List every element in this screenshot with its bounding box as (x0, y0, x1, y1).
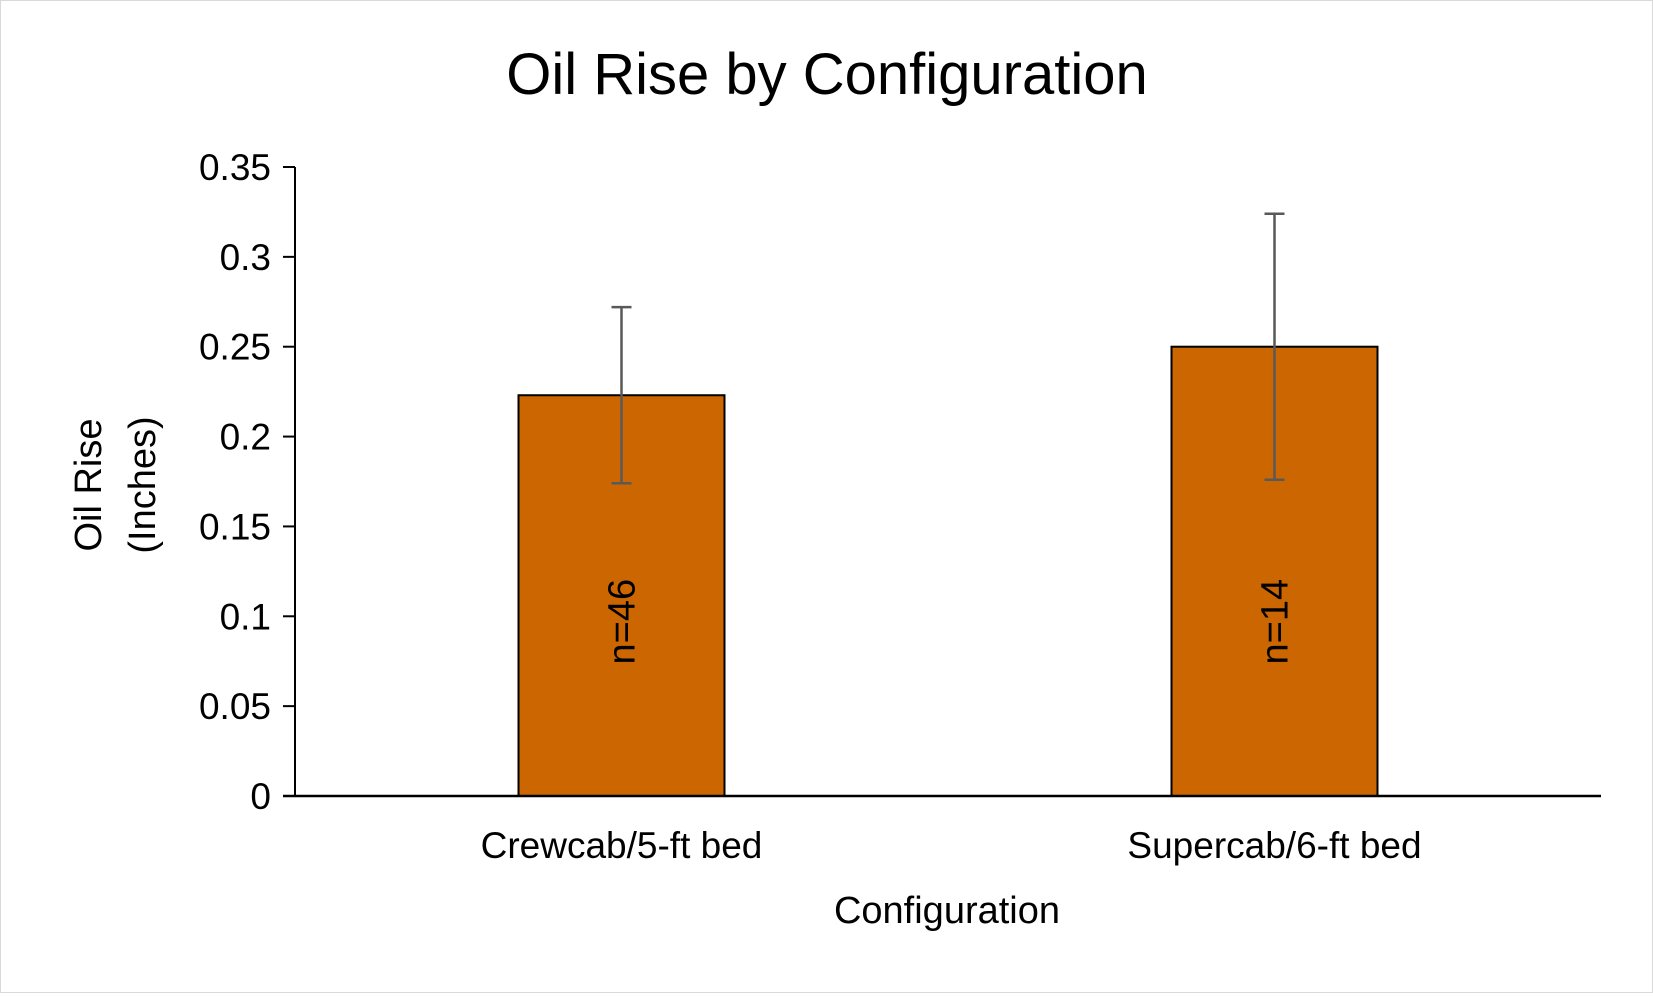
bar-data-label: n=46 (602, 579, 644, 665)
x-axis-title: Configuration (834, 890, 1060, 932)
y-axis-title: Oil Rise (Inches) (68, 416, 164, 553)
y-tick-label: 0.25 (199, 327, 271, 368)
y-axis-ticks: 0 0.05 0.1 0.15 0.2 0.25 0.3 0.35 (199, 147, 295, 817)
y-tick-label: 0.35 (199, 147, 271, 188)
y-tick-label: 0.05 (199, 686, 271, 727)
chart-title: Oil Rise by Configuration (506, 42, 1148, 107)
y-tick-label: 0.2 (220, 417, 271, 458)
y-tick-label: 0.3 (220, 237, 271, 278)
y-tick-label: 0 (250, 776, 271, 817)
x-axis-tick-labels: Crewcab/5-ft bed Supercab/6-ft bed (481, 825, 1422, 866)
error-bars-group (611, 212, 1285, 485)
y-tick-label: 0.15 (199, 506, 271, 547)
x-tick-label: Crewcab/5-ft bed (481, 825, 763, 866)
y-axis-title-line-1: Oil Rise (68, 418, 110, 551)
y-axis-title-line-2: (Inches) (122, 416, 164, 553)
bar-data-label: n=14 (1255, 579, 1297, 665)
bars-group (517, 345, 1379, 797)
y-tick-label: 0.1 (220, 596, 271, 637)
x-tick-label: Supercab/6-ft bed (1127, 825, 1421, 866)
bar-labels-group: n=46 n=14 (602, 579, 1297, 665)
